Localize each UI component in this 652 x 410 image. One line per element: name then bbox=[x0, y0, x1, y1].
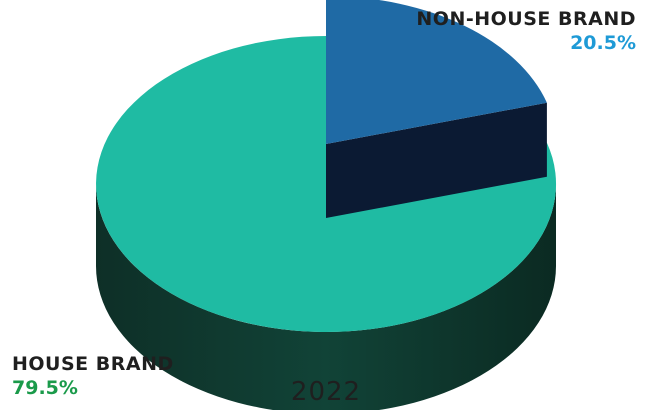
non-house-brand-label: NON-HOUSE BRAND bbox=[416, 8, 636, 30]
non-house-brand-slice bbox=[326, 0, 547, 144]
house-brand-label: HOUSE BRAND bbox=[12, 353, 174, 375]
year-label: 2022 bbox=[290, 377, 362, 407]
non-house-brand-side bbox=[326, 102, 547, 218]
house-brand-side bbox=[96, 184, 556, 410]
house-brand-value: 79.5% bbox=[12, 377, 78, 399]
non-house-brand-value: 20.5% bbox=[570, 32, 636, 54]
